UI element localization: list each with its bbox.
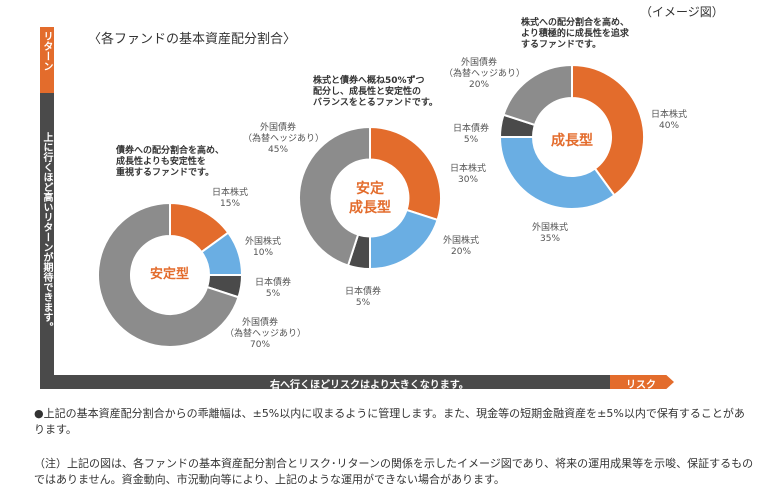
donut-chart-balanced: [298, 125, 442, 271]
slice-label: 外国債券 （為替ヘッジあり） 20%: [444, 58, 526, 90]
slice-foreign-bond: [298, 125, 371, 267]
image-note: （イメージ図）: [640, 5, 724, 19]
risk-axis-arrow: [610, 375, 674, 389]
slice-label: 日本債券 5%: [452, 124, 489, 145]
fund-name-stable: 安定型: [149, 267, 189, 282]
slice-label: 日本株式 30%: [449, 164, 486, 185]
risk-axis: [40, 375, 610, 389]
slice-label: 日本債券 5%: [254, 278, 291, 299]
slice-label: 外国債券 （為替ヘッジあり） 45%: [243, 123, 325, 155]
slice-foreign-stock: [498, 136, 616, 210]
return-axis: [40, 93, 54, 389]
slice-label: 日本株式 15%: [211, 188, 248, 209]
note-deviation: ●上記の基本資産配分割合からの乖離幅は、±5%以内に収まるように管理します。また…: [34, 407, 745, 436]
slice-label: 日本株式 40%: [650, 110, 687, 131]
slice-foreign-bond: [502, 63, 573, 127]
slice-foreign-stock: [369, 208, 439, 271]
slice-label: 日本債券 5%: [344, 287, 381, 308]
fund-description-growth: 株式への配分割合を高め、 より積極的に成長性を追求 するファンドです。: [521, 18, 630, 50]
slice-jp-stock: [369, 125, 442, 222]
fund-name-growth: 成長型: [551, 133, 593, 149]
return-axis-label: リターン: [41, 31, 52, 71]
chart-title: 〈各ファンドの基本資産配分割合〉: [88, 32, 297, 47]
donut-chart-growth: [498, 63, 645, 210]
risk-axis-label: リスク: [626, 380, 656, 391]
return-axis-highlight: [40, 27, 54, 93]
fund-description-balanced: 株式と債券へ概ね50%ずつ 配分し、成長性と安定性の バランスをとるファンドです…: [313, 76, 438, 108]
slice-label: 外国株式 10%: [244, 237, 281, 258]
fund-name-balanced: 安定 成長型: [349, 181, 391, 216]
note-disclaimer: （注）上記の図は、各ファンドの基本資産配分割合とリスク･リターンの関係を示したイ…: [34, 457, 754, 486]
donut-chart-stable: [97, 201, 244, 348]
return-axis-description: 上に行くほど高いリターンが期待できます。: [41, 132, 52, 332]
slice-label: 外国株式 35%: [531, 223, 568, 244]
risk-axis-description: 右へ行くほどリスクはより大きくなります。: [270, 380, 469, 391]
slice-jp-stock: [571, 63, 645, 197]
fund-description-stable: 債券への配分割合を高め、 成長性よりも安定性を 重視するファンドです。: [116, 146, 225, 178]
slice-label: 外国株式 20%: [442, 236, 479, 257]
slice-foreign-bond: [97, 201, 240, 348]
slice-label: 外国債券 （為替ヘッジあり） 70%: [225, 318, 307, 350]
